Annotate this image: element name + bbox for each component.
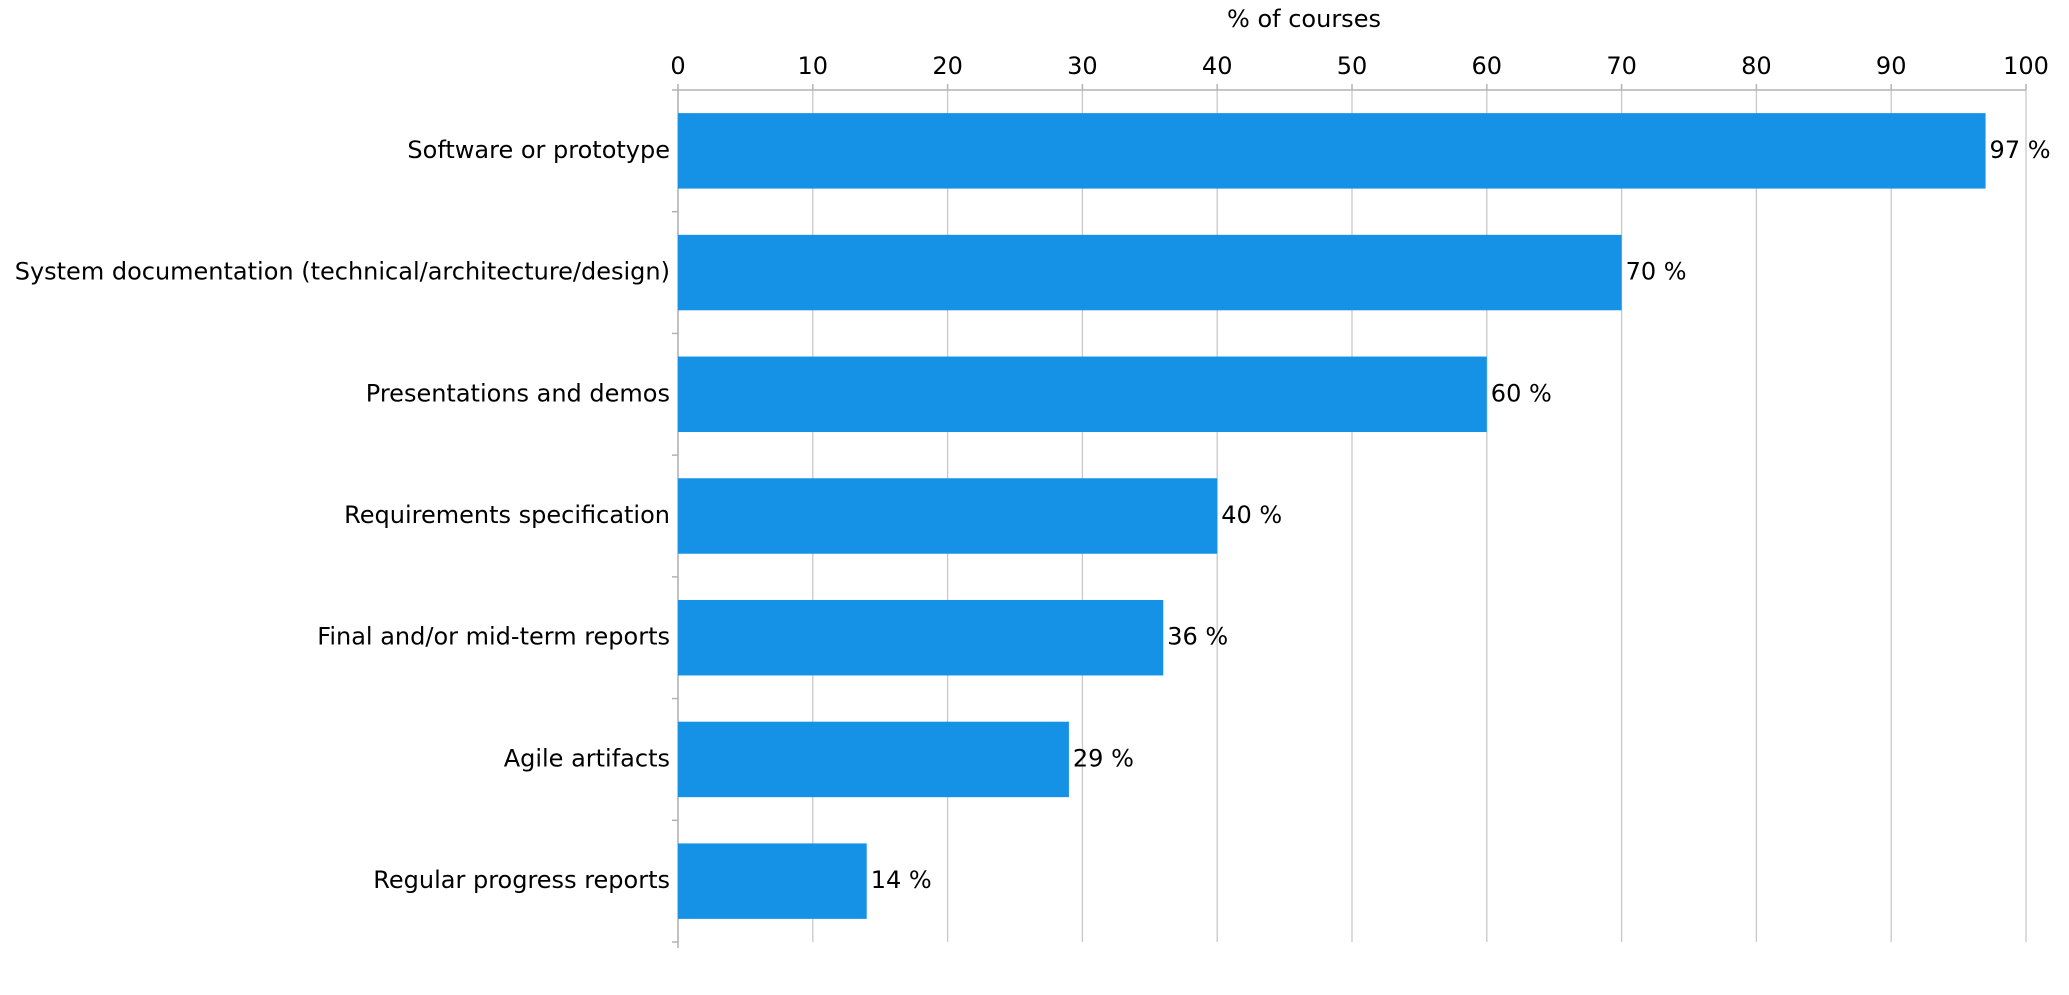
y-tick-label: System documentation (technical/architec… <box>15 258 670 286</box>
bar <box>678 599 1164 676</box>
x-tick-label: 90 <box>1876 52 1907 80</box>
bar <box>678 478 1218 554</box>
x-tick-label: 20 <box>932 52 963 80</box>
x-tick-label: 10 <box>798 52 829 80</box>
x-tick-label: 40 <box>1202 52 1233 80</box>
bar <box>678 113 1986 189</box>
x-tick-label: 50 <box>1337 52 1368 80</box>
value-label: 70 % <box>1626 258 1687 286</box>
value-label: 36 % <box>1167 623 1228 651</box>
y-tick-label: Requirements specification <box>344 501 670 529</box>
x-tick-label: 30 <box>1067 52 1098 80</box>
value-label: 29 % <box>1073 744 1134 772</box>
x-tick-label: 0 <box>670 52 685 80</box>
x-axis-label: % of courses <box>1227 5 1381 33</box>
value-label: 40 % <box>1221 501 1282 529</box>
value-label: 14 % <box>871 866 932 894</box>
y-tick-label: Presentations and demos <box>366 379 670 407</box>
y-tick-label: Regular progress reports <box>373 866 670 894</box>
bar <box>678 843 867 919</box>
bar <box>678 234 1622 311</box>
bar <box>678 721 1069 798</box>
y-tick-label: Software or prototype <box>407 136 670 164</box>
value-label: 97 % <box>1990 136 2051 164</box>
x-tick-label: 100 <box>2003 52 2049 80</box>
x-tick-label: 60 <box>1472 52 1503 80</box>
x-tick-label: 70 <box>1606 52 1637 80</box>
x-tick-label: 80 <box>1741 52 1772 80</box>
bar <box>678 356 1487 433</box>
y-tick-label: Final and/or mid-term reports <box>317 623 670 651</box>
value-label: 60 % <box>1491 379 1552 407</box>
y-tick-label: Agile artifacts <box>504 744 670 772</box>
